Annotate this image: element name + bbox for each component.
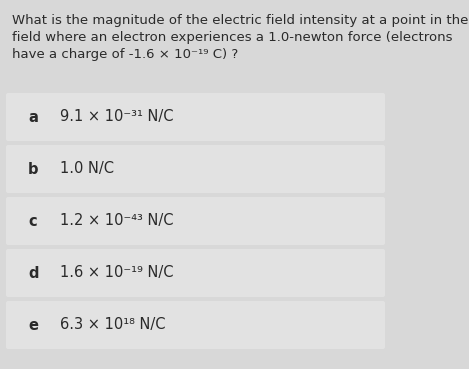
- Text: have a charge of -1.6 × 10⁻¹⁹ C) ?: have a charge of -1.6 × 10⁻¹⁹ C) ?: [12, 48, 238, 61]
- FancyBboxPatch shape: [6, 93, 385, 141]
- Text: 1.2 × 10⁻⁴³ N/C: 1.2 × 10⁻⁴³ N/C: [60, 214, 174, 228]
- Text: a: a: [28, 110, 38, 124]
- Text: 1.6 × 10⁻¹⁹ N/C: 1.6 × 10⁻¹⁹ N/C: [60, 266, 174, 280]
- FancyBboxPatch shape: [6, 301, 385, 349]
- FancyBboxPatch shape: [6, 145, 385, 193]
- Text: What is the magnitude of the electric field intensity at a point in the: What is the magnitude of the electric fi…: [12, 14, 469, 27]
- FancyBboxPatch shape: [6, 197, 385, 245]
- Text: 9.1 × 10⁻³¹ N/C: 9.1 × 10⁻³¹ N/C: [60, 110, 174, 124]
- Text: e: e: [28, 317, 38, 332]
- Text: b: b: [28, 162, 38, 176]
- FancyBboxPatch shape: [6, 249, 385, 297]
- Text: 1.0 N/C: 1.0 N/C: [60, 162, 114, 176]
- Text: 6.3 × 10¹⁸ N/C: 6.3 × 10¹⁸ N/C: [60, 317, 166, 332]
- Text: field where an electron experiences a 1.0-newton force (electrons: field where an electron experiences a 1.…: [12, 31, 453, 44]
- Text: d: d: [28, 266, 38, 280]
- Text: c: c: [28, 214, 37, 228]
